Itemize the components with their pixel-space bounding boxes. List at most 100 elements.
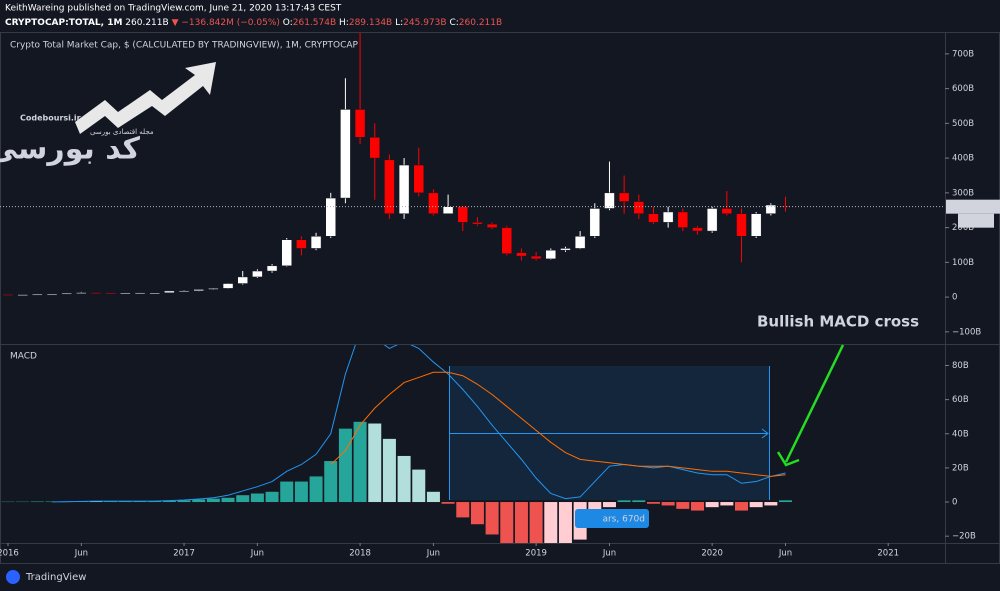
- histogram-bar: [324, 461, 338, 503]
- y-tick-label: 100B: [952, 258, 974, 268]
- candle-body: [574, 236, 586, 249]
- histogram-bar: [148, 501, 162, 503]
- x-tick-label: 2016: [0, 549, 19, 559]
- macd-pane: [1, 345, 793, 543]
- histogram-bar: [133, 501, 147, 503]
- brand-icon: [6, 570, 20, 584]
- histogram-bar: [382, 438, 396, 503]
- y-tick-label: 80B: [952, 361, 969, 371]
- histogram-bar: [397, 455, 411, 503]
- chart-title: Crypto Total Market Cap, $ (CALCULATED B…: [10, 41, 359, 51]
- histogram-bar: [265, 491, 279, 503]
- macd-line: [330, 371, 786, 477]
- histogram-bar: [500, 502, 514, 543]
- histogram-bar: [676, 502, 690, 509]
- histogram-bar: [735, 502, 748, 511]
- measure-arrowhead: [761, 428, 769, 439]
- price-pane: [2, 33, 791, 296]
- histogram-bar: [426, 491, 440, 503]
- candle-body: [61, 292, 72, 295]
- histogram-bar: [646, 502, 660, 504]
- green-arrow: [776, 344, 845, 467]
- histogram-bar: [632, 500, 646, 503]
- histogram-bar: [236, 495, 250, 503]
- histogram-bar: [779, 500, 793, 503]
- candle-body: [17, 294, 28, 296]
- histogram-bar: [250, 493, 264, 503]
- change: ▼ −136.842M (−0.05%): [172, 18, 280, 28]
- candle-body: [545, 249, 557, 260]
- candle-body: [76, 292, 87, 294]
- histogram-bar: [558, 502, 572, 543]
- y-tick-label: −20B: [952, 532, 976, 542]
- histogram-bar: [294, 481, 308, 503]
- histogram-bar: [514, 502, 528, 543]
- candle-body: [633, 201, 645, 214]
- y-tick-label: 40B: [952, 429, 969, 439]
- histogram-bar: [338, 428, 352, 503]
- arrow-shaft: [784, 344, 845, 463]
- candle-body: [105, 292, 116, 295]
- brand: TradingView: [25, 572, 86, 583]
- y-tick-label: 0: [952, 293, 957, 303]
- y-tick-label: 600B: [952, 84, 974, 94]
- candle-body: [296, 239, 307, 249]
- countdown-box: [958, 213, 994, 228]
- logo-tagline: مجله اقتصادی بورسی: [90, 128, 154, 136]
- candle-body: [442, 206, 454, 214]
- ohlc-label: H:: [339, 18, 349, 28]
- x-tick-label: 2019: [525, 549, 547, 559]
- candle-body: [398, 164, 410, 214]
- x-tick-label: 2018: [349, 549, 371, 559]
- logo-arrow: [75, 62, 216, 134]
- histogram-bar: [690, 502, 704, 511]
- histogram-bar: [368, 423, 382, 503]
- candle-body: [369, 136, 380, 159]
- candle-body: [222, 283, 234, 289]
- candle-body: [384, 159, 395, 214]
- histogram-bar: [353, 421, 367, 503]
- candle-body: [310, 236, 322, 249]
- candle-body: [706, 208, 718, 232]
- x-tick-label: Jun: [426, 549, 440, 559]
- candle-body: [560, 248, 571, 251]
- candle-body: [164, 290, 175, 293]
- candle-body: [281, 239, 292, 267]
- histogram-bar: [529, 502, 543, 543]
- last-price-label: 260.211B: [950, 202, 991, 212]
- histogram-bar: [749, 502, 763, 508]
- histogram-bar: [309, 476, 323, 503]
- y-tick-label: 300B: [952, 188, 974, 198]
- footer: TradingView: [6, 570, 86, 584]
- symbol: CRYPTOCAP:TOTAL, 1M: [5, 18, 122, 28]
- measure-tool: [449, 366, 770, 500]
- histogram-bar: [456, 502, 470, 518]
- histogram-bar: [544, 502, 558, 543]
- candle-body: [325, 197, 336, 237]
- y-tick-label: −100B: [952, 327, 981, 337]
- ohlc-value: 289.134B: [349, 18, 392, 28]
- candle-body: [736, 213, 747, 237]
- ohlc-value: 261.574B: [293, 18, 336, 28]
- candle-body: [413, 164, 425, 194]
- candle-body: [134, 292, 146, 295]
- ohlc-value: 260.211B: [459, 18, 502, 28]
- ohlc-value: 245.973B: [403, 18, 446, 28]
- y-tick-label: 700B: [952, 49, 974, 59]
- candle-body: [486, 223, 498, 228]
- ohlc-label: O:: [283, 18, 293, 28]
- macd-line: [52, 345, 786, 503]
- candle-body: [589, 208, 601, 237]
- candle-body: [208, 288, 219, 290]
- x-tick-label: 2020: [701, 549, 723, 559]
- candle-body: [120, 292, 131, 295]
- histogram-bar: [206, 498, 220, 503]
- logo: Codeboursi.ir مجله اقتصادی بورسی کد بورس…: [0, 62, 216, 167]
- histogram-bar: [162, 501, 176, 503]
- candle-body: [266, 265, 278, 272]
- candle-body: [765, 204, 777, 214]
- histogram-bar: [441, 502, 455, 504]
- candle-body: [648, 213, 659, 223]
- measure-label-text: ars, 670d: [602, 515, 645, 525]
- y-tick-label: 500B: [952, 119, 974, 129]
